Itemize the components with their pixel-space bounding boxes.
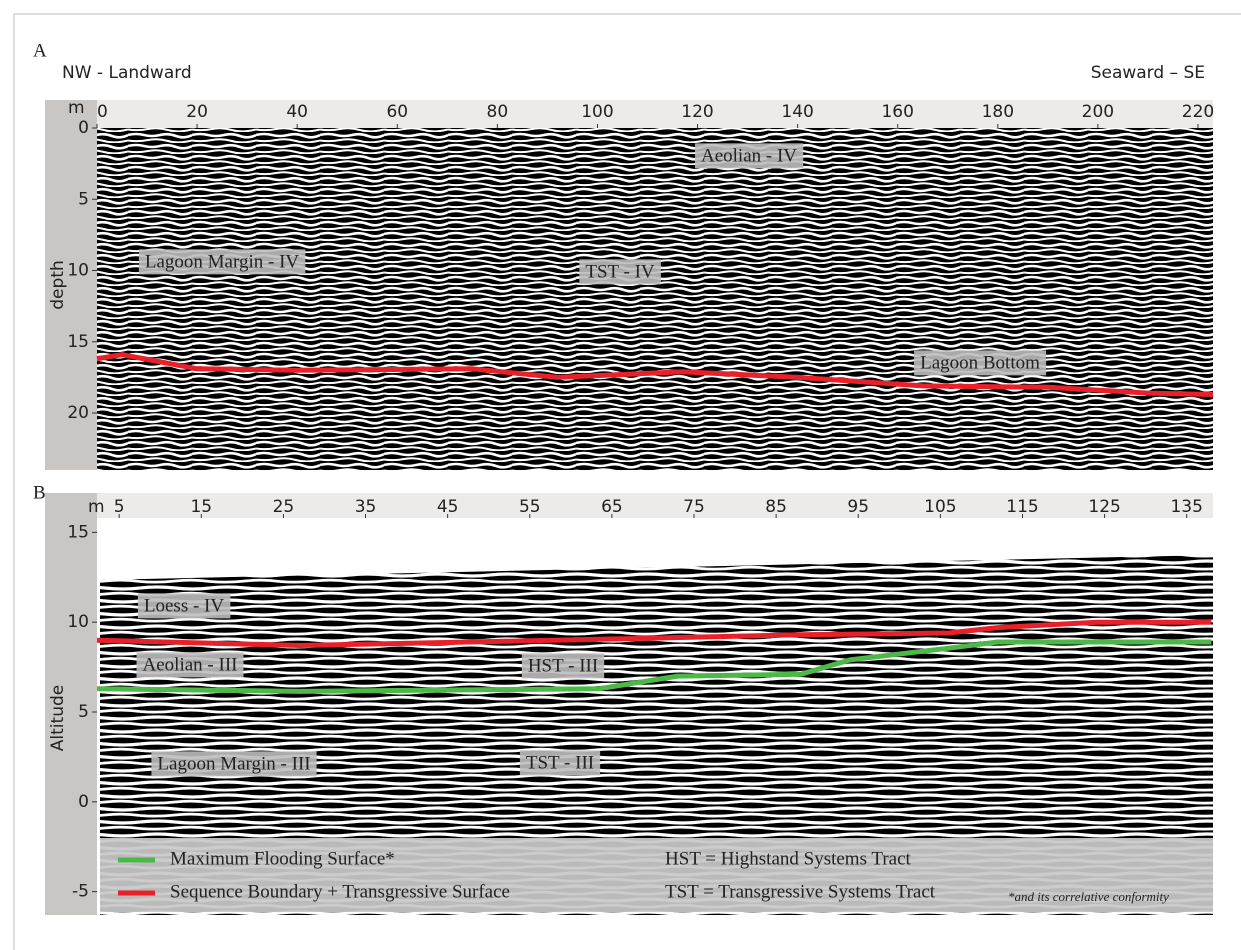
annotation: TST - III [526,752,594,773]
x-tick-label: 20 [186,102,208,122]
x-tick-label: 140 [781,102,813,122]
x-tick-label: 40 [286,102,308,122]
annotation: Lagoon Margin - III [157,753,310,774]
y-tick-label: 0 [78,118,89,138]
page: A NW - Landward Seaward – SE m depth 0 20 40 60 8… [0,0,1241,950]
y-tick-label: 5 [78,702,89,722]
panel-label: B [33,482,46,503]
x-axis-label: m [68,98,85,118]
x-tick-label: 0 [97,102,108,122]
x-tick-label: 220 [1182,102,1214,122]
y-tick-label: 5 [78,189,89,209]
footnote: *and its correlative conformity [1008,889,1169,904]
y-tick-label: 10 [67,612,89,632]
y-tick-label: 0 [78,792,89,812]
y-axis-label: depth [48,260,68,309]
y-tick-label: 15 [67,522,89,542]
x-tick-label: 80 [487,102,509,122]
y-tick-label: 15 [67,332,89,352]
y-axis-label: Altitude [48,685,68,751]
annotation: Lagoon Margin - IV [145,251,300,272]
y-tick-label: -5 [72,882,89,902]
x-tick-label: 60 [386,102,408,122]
x-axis-label: m [88,497,105,517]
y-tick-label: 10 [67,261,89,281]
x-tick-label: 180 [982,102,1014,122]
x-tick-label: 160 [881,102,913,122]
annotation: Aeolian - IV [701,145,797,166]
annotation: HST - III [528,655,598,676]
annotation: Aeolian - III [143,654,238,675]
figure: A NW - Landward Seaward – SE m depth 0 20 40 60 8… [0,0,1241,950]
panel-label: A [33,40,47,61]
annotation: Loess - IV [144,595,224,616]
x-tick-label: 200 [1082,102,1114,122]
legend-label: Maximum Flooding Surface* [170,848,395,869]
x-tick-label: 120 [681,102,713,122]
annotation: TST - IV [585,261,655,282]
legend-label: Sequence Boundary + Transgressive Surfac… [170,881,510,902]
axis-band [97,100,1213,128]
direction-label: NW - Landward [62,63,192,83]
y-tick-label: 20 [67,403,89,423]
legend-note: TST = Transgressive Systems Tract [665,881,936,902]
x-tick-label: 100 [581,102,613,122]
direction-label: Seaward – SE [1091,63,1205,83]
legend-note: HST = Highstand Systems Tract [665,848,912,869]
radargram [97,128,1213,470]
annotation: Lagoon Bottom [920,352,1040,373]
axis-band [97,493,1213,518]
